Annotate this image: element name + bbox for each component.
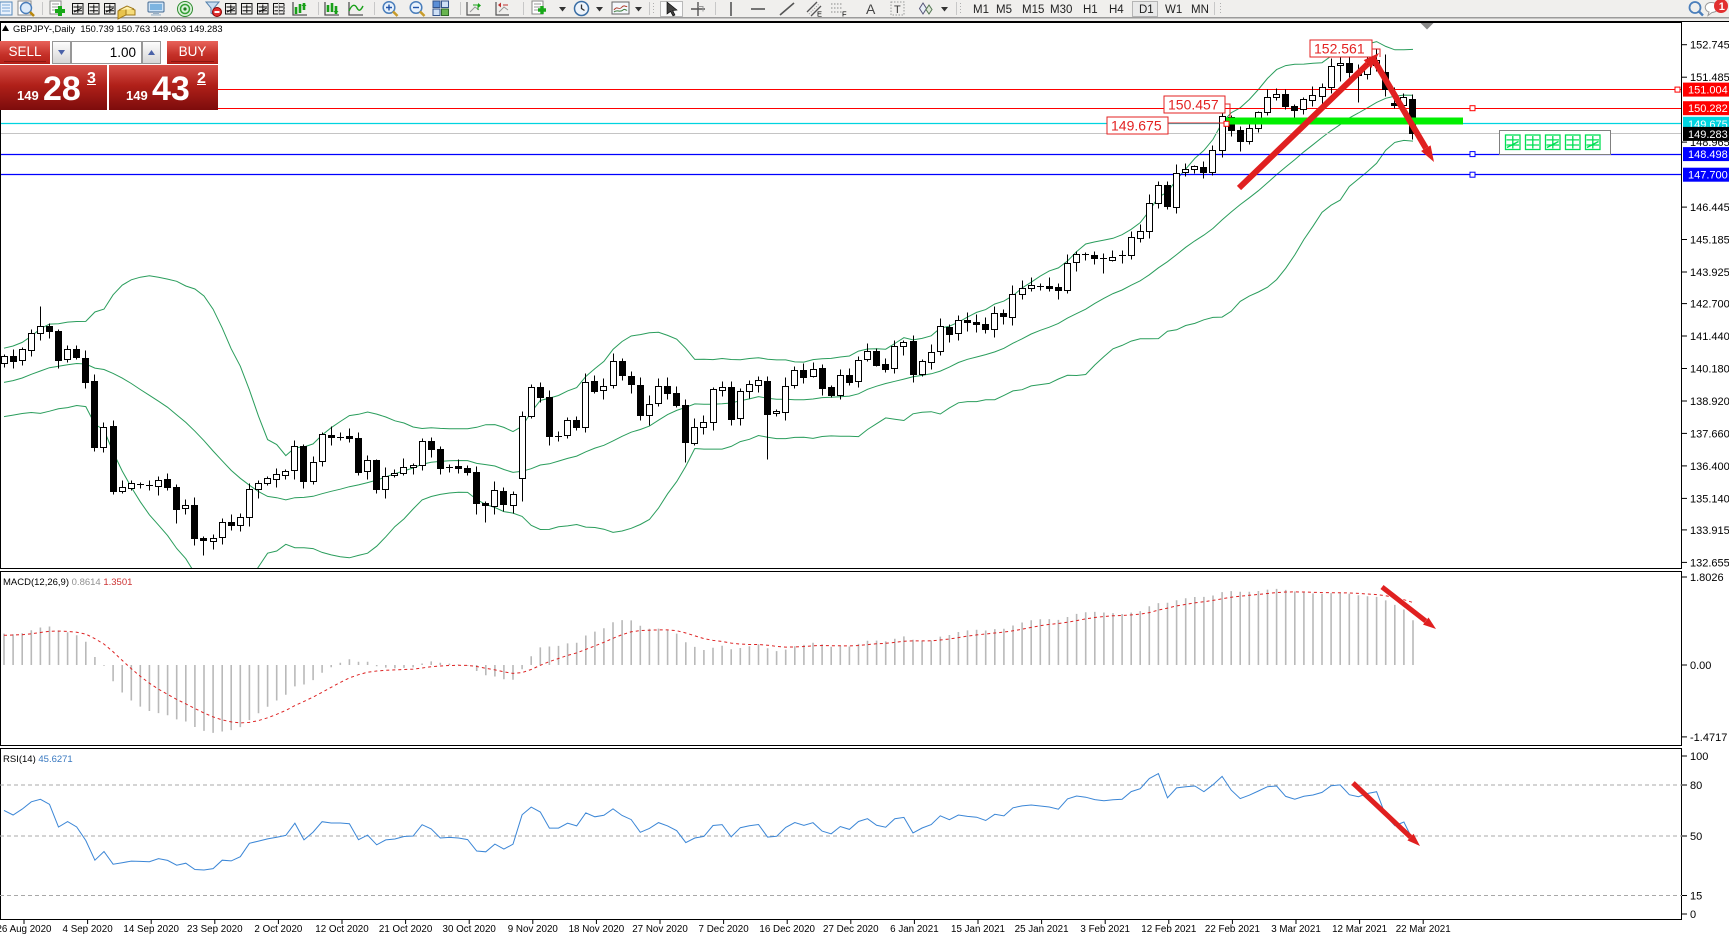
- svg-text:0: 0: [1690, 909, 1696, 921]
- svg-text:25 Jan 2021: 25 Jan 2021: [1015, 924, 1069, 935]
- svg-text:26 Aug 2020: 26 Aug 2020: [0, 924, 52, 935]
- svg-text:149.675: 149.675: [1111, 118, 1162, 134]
- svg-text:22 Feb 2021: 22 Feb 2021: [1205, 924, 1260, 935]
- svg-text:151.004: 151.004: [1688, 85, 1728, 97]
- svg-text:3 Feb 2021: 3 Feb 2021: [1080, 924, 1130, 935]
- svg-text:152.745: 152.745: [1690, 40, 1729, 52]
- svg-text:148.965: 148.965: [1690, 137, 1729, 149]
- svg-text:W1: W1: [1165, 4, 1182, 16]
- svg-text:1.8026: 1.8026: [1690, 572, 1724, 584]
- svg-text:H4: H4: [1109, 4, 1124, 16]
- svg-text:27 Dec 2020: 27 Dec 2020: [823, 924, 879, 935]
- svg-text:15: 15: [1690, 891, 1702, 903]
- svg-text:-1.4717: -1.4717: [1690, 732, 1727, 744]
- svg-text:22 Mar 2021: 22 Mar 2021: [1396, 924, 1451, 935]
- svg-text:133.915: 133.915: [1690, 525, 1729, 537]
- svg-text:15 Jan 2021: 15 Jan 2021: [951, 924, 1005, 935]
- svg-text:143.925: 143.925: [1690, 267, 1729, 279]
- svg-text:150.282: 150.282: [1688, 103, 1728, 115]
- svg-text:14 Sep 2020: 14 Sep 2020: [123, 924, 179, 935]
- svg-text:136.400: 136.400: [1690, 461, 1729, 473]
- svg-text:16 Dec 2020: 16 Dec 2020: [759, 924, 815, 935]
- svg-text:F: F: [842, 10, 847, 19]
- svg-text:MN: MN: [1191, 4, 1209, 16]
- svg-text:M5: M5: [996, 4, 1012, 16]
- svg-text:3 Mar 2021: 3 Mar 2021: [1271, 924, 1321, 935]
- svg-text:137.660: 137.660: [1690, 428, 1729, 440]
- svg-text:148.498: 148.498: [1688, 149, 1728, 161]
- svg-text:12 Mar 2021: 12 Mar 2021: [1332, 924, 1387, 935]
- svg-text:2 Oct 2020: 2 Oct 2020: [254, 924, 302, 935]
- svg-text:T: T: [894, 4, 901, 16]
- svg-text:145.185: 145.185: [1690, 235, 1729, 247]
- svg-text:18 Nov 2020: 18 Nov 2020: [569, 924, 625, 935]
- svg-text:152.561: 152.561: [1314, 41, 1365, 57]
- svg-text:A: A: [866, 1, 876, 17]
- svg-text:132.655: 132.655: [1690, 557, 1729, 569]
- svg-text:RSI(14) 45.6271: RSI(14) 45.6271: [3, 754, 73, 765]
- svg-text:12 Feb 2021: 12 Feb 2021: [1141, 924, 1196, 935]
- svg-text:147.700: 147.700: [1688, 170, 1728, 182]
- svg-text:142.700: 142.700: [1690, 299, 1729, 311]
- svg-text:MACD(12,26,9) 0.8614 1.3501: MACD(12,26,9) 0.8614 1.3501: [3, 577, 132, 588]
- svg-text:6 Jan 2021: 6 Jan 2021: [890, 924, 938, 935]
- svg-text:141.440: 141.440: [1690, 331, 1729, 343]
- svg-text:7 Dec 2020: 7 Dec 2020: [699, 924, 750, 935]
- svg-text:23 Sep 2020: 23 Sep 2020: [187, 924, 243, 935]
- svg-text:9 Nov 2020: 9 Nov 2020: [508, 924, 559, 935]
- svg-text:M15: M15: [1022, 4, 1044, 16]
- svg-text:D1: D1: [1139, 4, 1154, 16]
- svg-text:100: 100: [1690, 751, 1708, 763]
- svg-text:4 Sep 2020: 4 Sep 2020: [63, 924, 114, 935]
- svg-text:150.457: 150.457: [1168, 97, 1219, 113]
- svg-text:138.920: 138.920: [1690, 396, 1729, 408]
- svg-text:12 Oct 2020: 12 Oct 2020: [315, 924, 369, 935]
- svg-text:140.180: 140.180: [1690, 364, 1729, 376]
- svg-text:146.445: 146.445: [1690, 202, 1729, 214]
- svg-text:21 Oct 2020: 21 Oct 2020: [379, 924, 433, 935]
- svg-text:27 Nov 2020: 27 Nov 2020: [632, 924, 688, 935]
- svg-text:M1: M1: [973, 4, 989, 16]
- svg-text:1: 1: [1719, 1, 1725, 13]
- svg-text:GBPJPY-,Daily 150.739 150.763: GBPJPY-,Daily 150.739 150.763 149.063 14…: [13, 24, 223, 34]
- svg-text:30 Oct 2020: 30 Oct 2020: [443, 924, 497, 935]
- svg-text:50: 50: [1690, 831, 1702, 843]
- svg-text:E: E: [817, 10, 822, 19]
- svg-text:151.485: 151.485: [1690, 72, 1729, 84]
- svg-text:135.140: 135.140: [1690, 493, 1729, 505]
- svg-text:H1: H1: [1083, 4, 1098, 16]
- svg-text:0.00: 0.00: [1690, 660, 1711, 672]
- svg-text:149.283: 149.283: [1688, 129, 1728, 141]
- svg-text:80: 80: [1690, 780, 1702, 792]
- svg-text:M30: M30: [1050, 4, 1072, 16]
